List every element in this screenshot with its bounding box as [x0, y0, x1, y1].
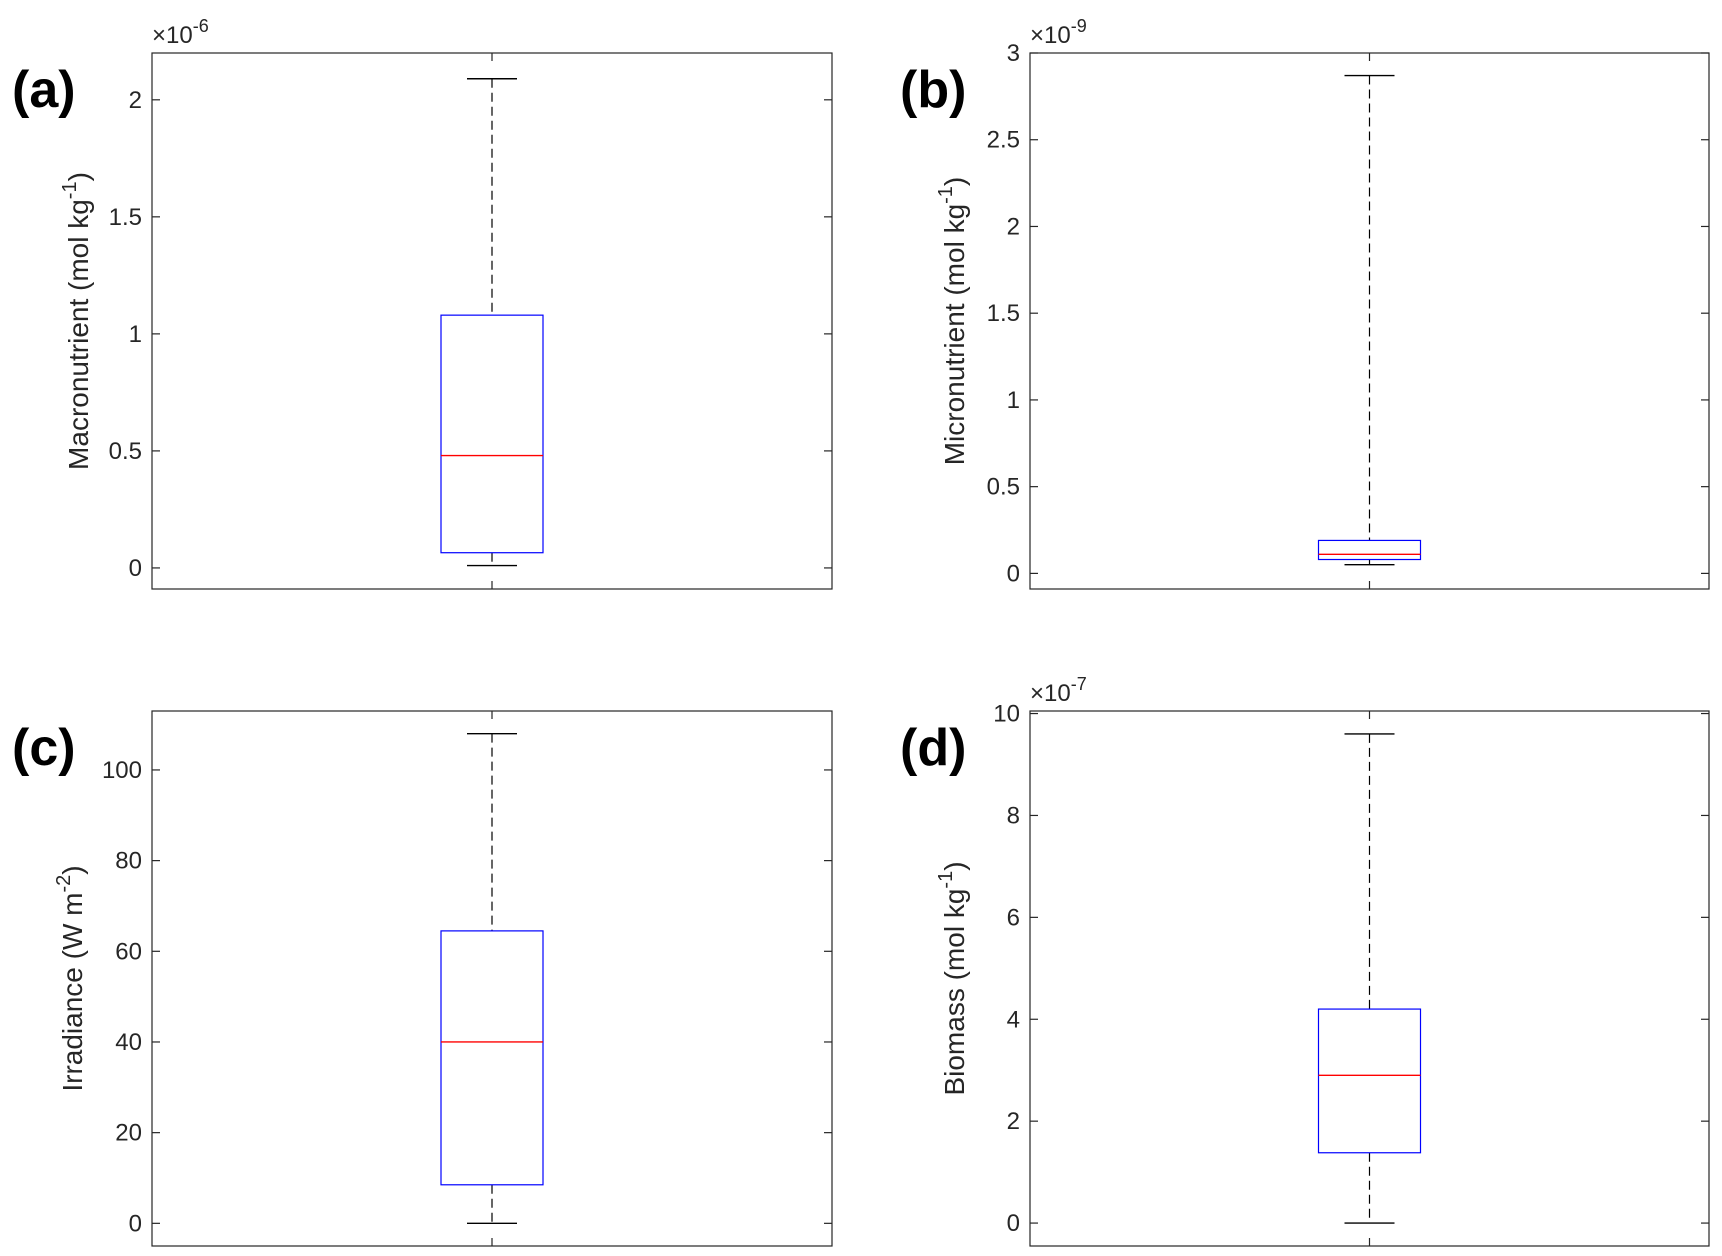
panel-d: 0 2 4 6 8 10 ×10-7 Biomass (mol kg-1) (d)	[900, 674, 1710, 1247]
panel-label: (d)	[900, 719, 966, 777]
y-tick-label: 0	[1007, 560, 1020, 587]
y-tick-label: 1.5	[109, 204, 142, 231]
y-tick-label: 4	[1007, 1006, 1020, 1033]
y-tick-label: 60	[115, 938, 142, 965]
iqr-box	[1317, 1008, 1422, 1154]
y-tick-label: 40	[115, 1029, 142, 1056]
y-tick-label: 1	[1007, 387, 1020, 414]
y-tick-label: 2	[1007, 213, 1020, 240]
axes-frame	[151, 52, 833, 590]
y-tick-label: 0	[129, 555, 142, 582]
y-axis-label: Biomass (mol kg-1)	[935, 861, 970, 1095]
y-tick-label: 100	[102, 757, 142, 784]
y-tick-label: 3	[1007, 40, 1020, 67]
y-tick-label: 80	[115, 848, 142, 875]
y-tick-label: 0.5	[987, 474, 1020, 501]
y-tick-label: 6	[1007, 904, 1020, 931]
y-tick-label: 2.5	[987, 127, 1020, 154]
y-exponent-label: ×10-6	[152, 16, 209, 49]
y-tick-label: 2	[1007, 1108, 1020, 1135]
panel-c: 0 20 40 60 80 100 Irradiance (W m-2) (c)	[12, 710, 833, 1247]
y-tick-label: 1.5	[987, 300, 1020, 327]
y-tick-label: 0	[1007, 1210, 1020, 1237]
panel-label: (c)	[12, 719, 76, 777]
y-exponent-label: ×10-7	[1030, 674, 1087, 707]
y-tick-label: 20	[115, 1120, 142, 1147]
y-axis-label: Irradiance (W m-2)	[53, 865, 88, 1091]
y-tick-label: 8	[1007, 802, 1020, 829]
y-tick-label: 10	[993, 701, 1020, 728]
y-exponent-label: ×10-9	[1030, 16, 1087, 49]
panel-label: (a)	[12, 61, 76, 119]
y-axis-label: Micronutrient (mol kg-1)	[935, 177, 970, 466]
panel-label: (b)	[900, 61, 966, 119]
iqr-box	[440, 930, 544, 1186]
iqr-box	[1317, 539, 1422, 561]
y-tick-label: 0.5	[109, 438, 142, 465]
y-tick-label: 2	[129, 87, 142, 114]
iqr-box	[440, 314, 544, 554]
panel-a: 0 0.5 1 1.5 2 ×10-6 Macronutrient (mol kg-1) (a…	[12, 16, 833, 590]
y-tick-label: 1	[129, 321, 142, 348]
y-axis-label: Macronutrient (mol kg-1)	[59, 172, 94, 470]
panel-b: 0 0.5 1 1.5 2 2.5 3 ×10-9 Micronutrient (mol kg-…	[900, 16, 1710, 590]
y-tick-label: 0	[129, 1210, 142, 1237]
